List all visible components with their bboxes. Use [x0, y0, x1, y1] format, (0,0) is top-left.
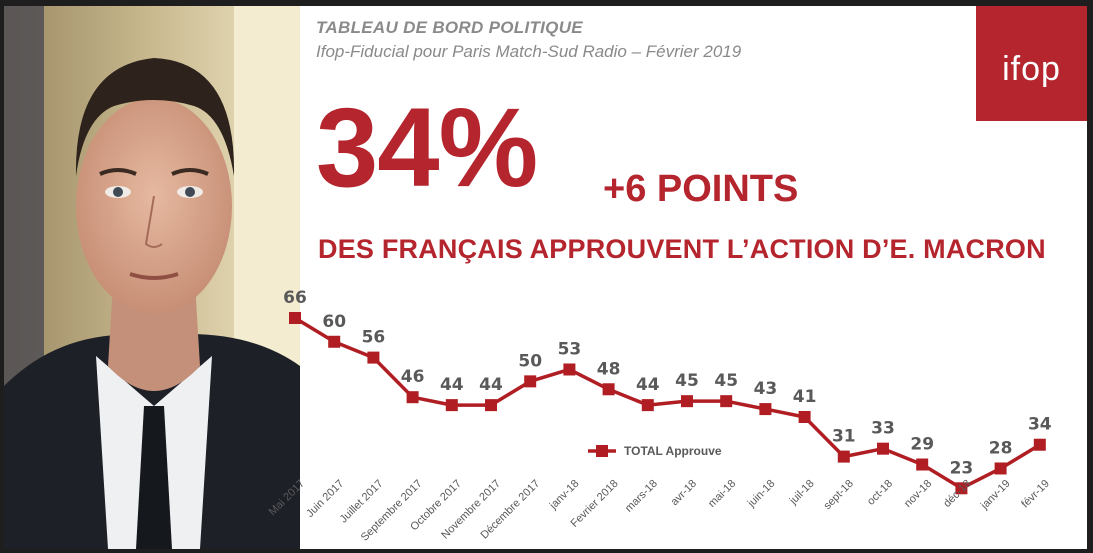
portrait-photo [4, 6, 300, 549]
source-subtitle: Ifop-Fiducial pour Paris Match-Sud Radio… [316, 42, 742, 61]
data-label: 34 [1028, 415, 1052, 435]
x-tick-label: mai-18 [706, 478, 738, 510]
data-point [877, 442, 889, 455]
data-label: 46 [401, 367, 425, 387]
data-label: 29 [910, 435, 934, 455]
data-point [328, 335, 341, 348]
x-tick-label: janv-19 [978, 478, 1013, 513]
data-label: 45 [714, 371, 738, 391]
data-point [720, 395, 733, 408]
data-point [524, 375, 537, 388]
x-tick-label: Mai 2017 [267, 478, 307, 518]
data-label: 44 [636, 375, 660, 395]
data-label: 43 [754, 379, 778, 399]
approval-line-chart: 66 60 56 46 44 44 50 53 48 44 45 45 43 41 31 33 29 23 28 34… [267, 288, 1052, 544]
data-point [955, 482, 968, 495]
data-point [563, 363, 576, 376]
data-label: 50 [518, 351, 542, 371]
data-point [681, 395, 693, 408]
data-label: 66 [283, 288, 307, 308]
data-point [445, 399, 458, 412]
legend-marker [596, 445, 608, 457]
data-point [367, 351, 380, 364]
data-point [798, 411, 811, 423]
x-tick-label: juil-18 [787, 478, 817, 508]
data-point [641, 399, 654, 412]
data-label: 48 [597, 359, 621, 379]
data-point [602, 383, 615, 396]
data-point [994, 462, 1007, 475]
header: TABLEAU DE BORD POLITIQUE Ifop-Fiducial … [316, 18, 741, 62]
x-tick-label: sept-18 [821, 478, 855, 512]
x-tick-label: avr-18 [669, 478, 700, 509]
data-point [1033, 438, 1046, 451]
data-point [837, 450, 850, 463]
headline-percent: 34% [316, 85, 538, 210]
data-label: 45 [675, 371, 699, 391]
data-label: 53 [558, 339, 582, 359]
data-label: 44 [440, 375, 464, 395]
x-tick-label: janv-18 [547, 478, 582, 513]
data-point [289, 312, 301, 324]
data-label: 41 [793, 387, 817, 407]
x-tick-label: juin-18 [745, 478, 778, 511]
data-point [406, 391, 419, 404]
series-line-total-approuve [294, 316, 1041, 491]
data-label: 33 [871, 419, 895, 439]
data-label: 56 [362, 328, 386, 348]
data-label: 60 [322, 312, 346, 332]
dashboard-kicker: TABLEAU DE BORD POLITIQUE [316, 18, 583, 37]
x-tick-label: févr-19 [1019, 478, 1052, 511]
x-tick-label: oct-18 [865, 478, 895, 508]
ifop-logo-text: ifop [1002, 50, 1061, 88]
data-label: 28 [989, 438, 1013, 458]
x-tick-label: nov-18 [902, 478, 934, 510]
headline-change: +6 POINTS [603, 168, 799, 210]
data-point [916, 458, 929, 471]
legend-label: TOTAL Approuve [624, 444, 722, 458]
ifop-logo: ifop [976, 6, 1087, 121]
data-label: 31 [832, 427, 856, 447]
data-point [759, 403, 772, 416]
data-point [485, 399, 497, 412]
data-label: 23 [950, 458, 974, 478]
data-label: 44 [479, 375, 503, 395]
x-tick-label: mars-18 [623, 478, 660, 515]
headline-statement: DES FRANÇAIS APPROUVENT L’ACTION D’E. MA… [318, 234, 1046, 264]
